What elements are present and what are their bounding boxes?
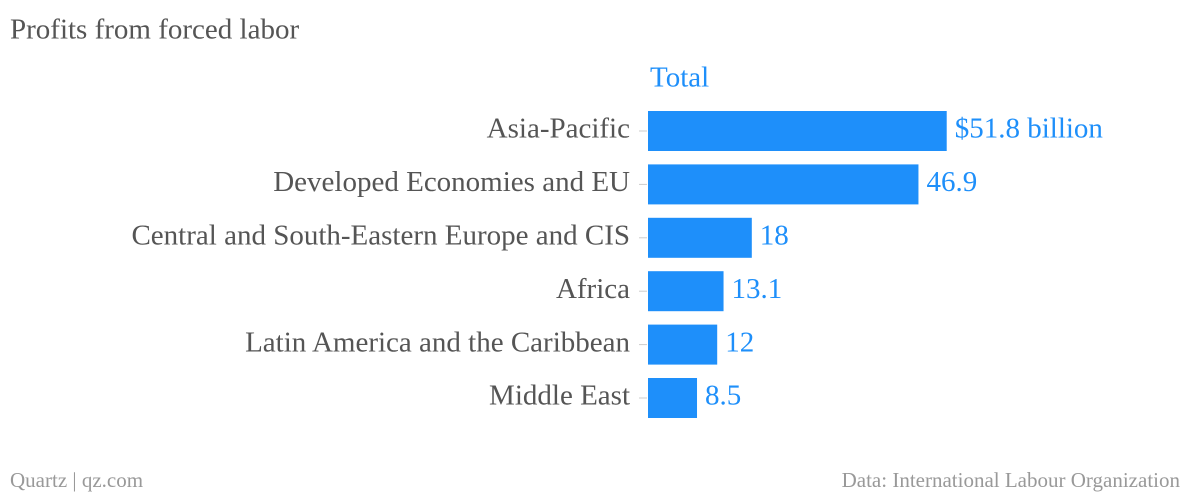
value-label: 8.5 — [705, 380, 741, 412]
bar — [648, 164, 919, 205]
y-tick-label: Latin America and the Caribbean — [245, 326, 630, 358]
source: Data: International Labour Organization — [842, 468, 1181, 492]
value-label: $51.8 billion — [955, 113, 1104, 145]
y-tick-label: Central and South-Eastern Europe and CIS — [131, 219, 630, 251]
bar — [648, 271, 724, 312]
y-tick-label: Middle East — [489, 380, 630, 412]
value-label: 13.1 — [732, 273, 783, 305]
y-tick-label: Developed Economies and EU — [273, 166, 630, 198]
value-label: 12 — [725, 326, 754, 358]
value-label: 46.9 — [926, 166, 977, 198]
bar — [648, 378, 698, 418]
bar — [648, 217, 752, 258]
chart-title: Profits from forced labor — [10, 14, 299, 46]
y-tick-label: Africa — [556, 273, 630, 305]
bar — [648, 111, 947, 151]
bar — [648, 324, 718, 365]
value-label: 18 — [760, 219, 789, 251]
y-tick-label: Asia-Pacific — [487, 113, 630, 145]
credit: Quartz | qz.com — [10, 468, 143, 492]
legend-label: Total — [650, 62, 709, 94]
